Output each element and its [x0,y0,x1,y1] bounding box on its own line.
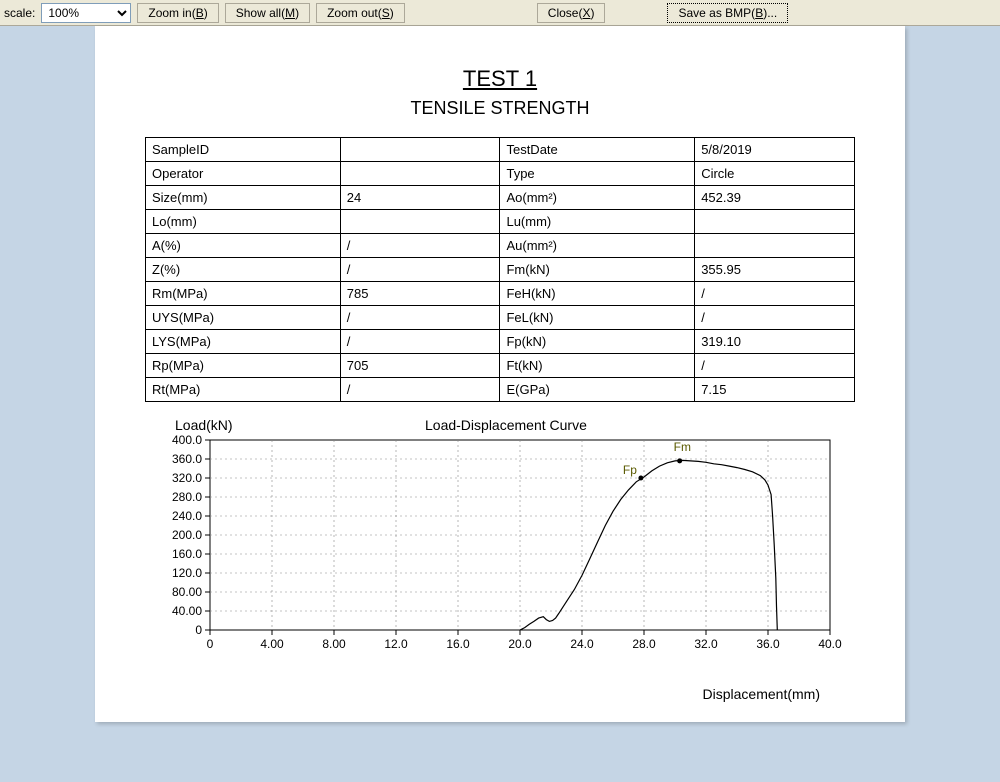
table-key: FeH(kN) [500,282,695,306]
table-key: Rt(MPa) [146,378,341,402]
x-tick-label: 8.00 [322,637,346,651]
y-tick-label: 280.0 [172,490,202,504]
table-key: Fp(kN) [500,330,695,354]
x-tick-label: 20.0 [508,637,532,651]
table-key: SampleID [146,138,341,162]
x-tick-label: 28.0 [632,637,656,651]
table-row: A(%)/Au(mm²) [146,234,855,258]
y-tick-label: 160.0 [172,547,202,561]
scale-select[interactable]: 100% [41,3,131,23]
y-tick-label: 0 [195,623,202,637]
table-key: Rp(MPa) [146,354,341,378]
x-tick-label: 16.0 [446,637,470,651]
table-row: Rp(MPa)705Ft(kN)/ [146,354,855,378]
table-value: / [340,378,500,402]
x-tick-label: 36.0 [756,637,780,651]
x-tick-label: 12.0 [384,637,408,651]
table-value: / [340,330,500,354]
table-row: Rm(MPa)785FeH(kN)/ [146,282,855,306]
report-title-1: TEST 1 [125,66,875,92]
table-value: 785 [340,282,500,306]
table-row: Z(%)/Fm(kN)355.95 [146,258,855,282]
load-displacement-chart: 0 4.00 8.00 12.0 16.0 20.0 24.0 28.0 32.0 36.0 40.… [145,422,855,662]
table-value [340,138,500,162]
y-tick-label: 360.0 [172,452,202,466]
table-value: / [695,354,855,378]
x-tick-label: 40.0 [818,637,842,651]
table-value [695,234,855,258]
workspace: TEST 1 TENSILE STRENGTH SampleID TestDate… [0,26,1000,782]
chart-y-title: Load(kN) [175,417,233,433]
results-table: SampleID TestDate5/8/2019 Operator TypeCirc… [145,137,855,402]
y-tick-label: 400.0 [172,433,202,447]
table-key: Fm(kN) [500,258,695,282]
y-tick-label: 40.00 [172,604,202,618]
table-value: / [340,258,500,282]
scale-label: scale: [4,6,35,20]
table-key: Lo(mm) [146,210,341,234]
table-row: SampleID TestDate5/8/2019 [146,138,855,162]
table-value: 705 [340,354,500,378]
toolbar: scale: 100% Zoom in(B) Show all(M) Zoom … [0,0,1000,26]
table-value [695,210,855,234]
table-value [340,162,500,186]
table-value: 24 [340,186,500,210]
table-key: Z(%) [146,258,341,282]
chart-marker-label: Fp [623,463,637,477]
y-tick-label: 240.0 [172,509,202,523]
table-value: 319.10 [695,330,855,354]
x-tick-label: 32.0 [694,637,718,651]
close-button[interactable]: Close(X) [537,3,606,23]
table-key: TestDate [500,138,695,162]
chart-x-title: Displacement(mm) [703,686,820,702]
table-value: / [340,306,500,330]
table-key: E(GPa) [500,378,695,402]
report-title-2: TENSILE STRENGTH [125,98,875,119]
zoom-in-button[interactable]: Zoom in(B) [137,3,218,23]
table-key: Au(mm²) [500,234,695,258]
table-key: UYS(MPa) [146,306,341,330]
table-key: Operator [146,162,341,186]
y-tick-label: 200.0 [172,528,202,542]
chart-marker-label: Fm [674,440,691,454]
table-value: 5/8/2019 [695,138,855,162]
chart-container: Load(kN) Load-Displacement Curve 04.008.… [145,422,855,662]
table-key: Rm(MPa) [146,282,341,306]
report-page: TEST 1 TENSILE STRENGTH SampleID TestDate… [95,26,905,722]
table-key: FeL(kN) [500,306,695,330]
zoom-out-button[interactable]: Zoom out(S) [316,3,405,23]
table-key: LYS(MPa) [146,330,341,354]
table-row: Lo(mm) Lu(mm) [146,210,855,234]
table-key: Size(mm) [146,186,341,210]
table-value [340,210,500,234]
table-value: / [695,282,855,306]
table-row: Operator TypeCircle [146,162,855,186]
table-row: UYS(MPa)/FeL(kN)/ [146,306,855,330]
table-value: / [340,234,500,258]
table-key: Type [500,162,695,186]
table-value: 7.15 [695,378,855,402]
chart-main-title: Load-Displacement Curve [425,417,587,433]
table-row: LYS(MPa)/Fp(kN)319.10 [146,330,855,354]
table-value: Circle [695,162,855,186]
save-bmp-button[interactable]: Save as BMP(B)... [667,3,788,23]
show-all-button[interactable]: Show all(M) [225,3,310,23]
table-key: Lu(mm) [500,210,695,234]
table-key: A(%) [146,234,341,258]
table-key: Ao(mm²) [500,186,695,210]
x-tick-label: 24.0 [570,637,594,651]
table-row: Rt(MPa)/E(GPa)7.15 [146,378,855,402]
y-tick-label: 320.0 [172,471,202,485]
x-tick-label: 0 [207,637,214,651]
table-row: Size(mm)24Ao(mm²)452.39 [146,186,855,210]
x-tick-label: 4.00 [260,637,284,651]
y-tick-label: 80.00 [172,585,202,599]
table-value: 452.39 [695,186,855,210]
y-tick-label: 120.0 [172,566,202,580]
table-key: Ft(kN) [500,354,695,378]
table-value: 355.95 [695,258,855,282]
table-value: / [695,306,855,330]
